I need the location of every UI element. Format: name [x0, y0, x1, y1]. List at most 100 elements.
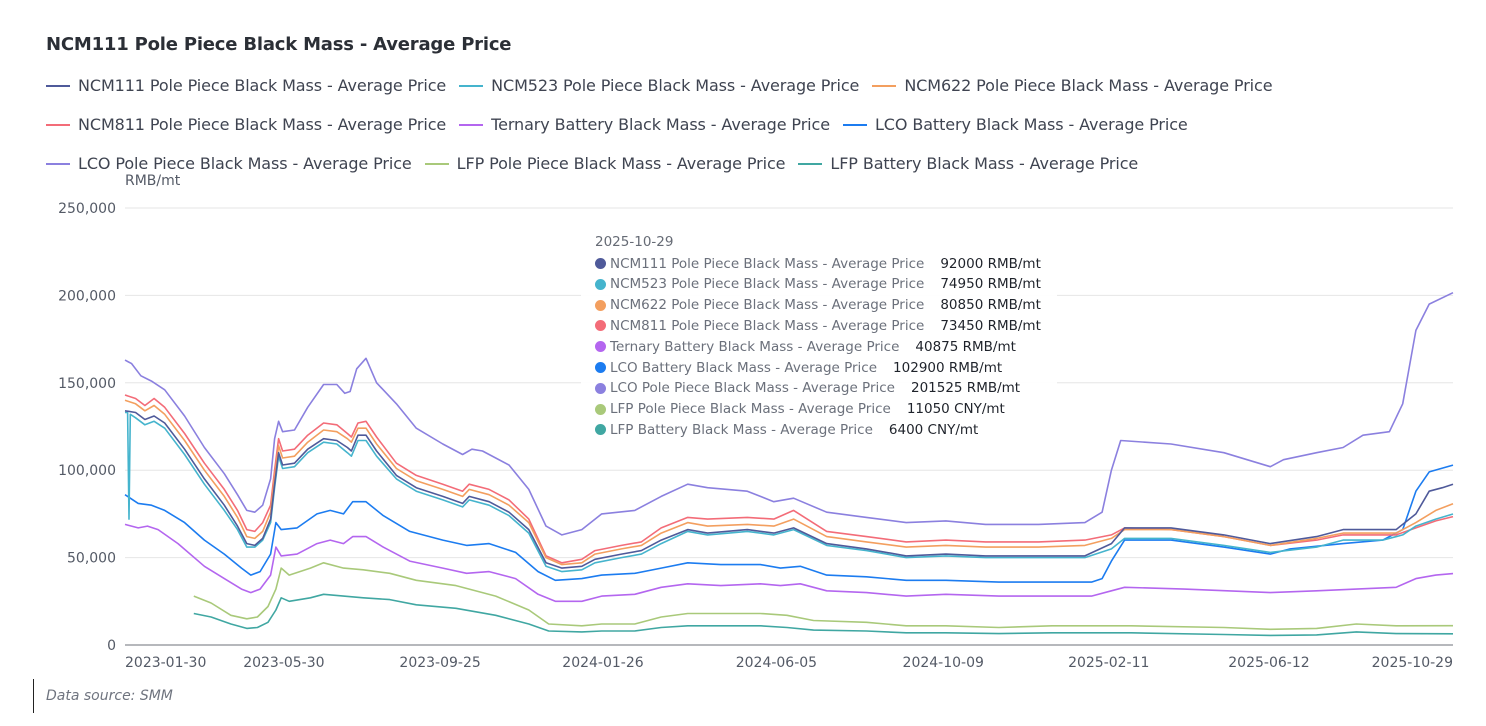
legend-label: LCO Pole Piece Black Mass - Average Pric…	[78, 154, 412, 173]
tooltip-series-value: 74950 RMB/mt	[940, 276, 1041, 293]
series-line-8[interactable]	[193, 593, 1454, 637]
tooltip-series-name: LFP Battery Black Mass - Average Price	[610, 421, 873, 438]
tooltip-series-value: 40875 RMB/mt	[915, 338, 1016, 355]
legend-line-icon	[424, 162, 449, 165]
tooltip-date: 2025-10-29	[595, 234, 674, 250]
divider	[33, 679, 34, 713]
legend-item-ternary-battery[interactable]: Ternary Battery Black Mass - Average Pri…	[459, 115, 830, 134]
legend-line-icon	[872, 84, 897, 87]
legend-label: LFP Pole Piece Black Mass - Average Pric…	[456, 154, 786, 173]
x-tick-label: 2024-01-26	[562, 655, 643, 671]
tooltip-row: LFP Pole Piece Black Mass - Average Pric…	[595, 399, 1005, 420]
legend-item-lfp-battery[interactable]: LFP Battery Black Mass - Average Price	[798, 154, 1138, 173]
data-source-label: Data source: SMM	[46, 688, 173, 704]
tooltip-series-name: NCM111 Pole Piece Black Mass - Average P…	[610, 255, 925, 272]
legend-item-ncm811[interactable]: NCM811 Pole Piece Black Mass - Average P…	[46, 115, 446, 134]
legend-label: NCM811 Pole Piece Black Mass - Average P…	[78, 115, 447, 134]
tooltip-series-value: 92000 RMB/mt	[940, 255, 1041, 272]
tooltip-row: Ternary Battery Black Mass - Average Pri…	[595, 336, 1016, 357]
y-tick-label: 100,000	[58, 463, 116, 479]
x-tick-label: 2025-10-29	[1372, 655, 1453, 671]
series-line-4[interactable]	[124, 523, 1454, 603]
x-tick-label: 2023-05-30	[243, 655, 324, 671]
x-tick-label: 2023-01-30	[125, 655, 206, 671]
legend-row: NCM111 Pole Piece Black Mass - Average P…	[46, 66, 1346, 105]
tooltip-row: LCO Battery Black Mass - Average Price 10…	[595, 357, 1002, 378]
tooltip-series-value: 6400 CNY/mt	[888, 421, 979, 438]
series-line-6[interactable]	[124, 291, 1454, 536]
tooltip-series-name: LCO Pole Piece Black Mass - Average Pric…	[610, 380, 895, 397]
legend-item-lco-battery[interactable]: LCO Battery Black Mass - Average Price	[842, 115, 1188, 134]
legend-line-icon	[46, 123, 70, 126]
tooltip-series-name: Ternary Battery Black Mass - Average Pri…	[610, 338, 900, 355]
tooltip-row: NCM811 Pole Piece Black Mass - Average P…	[595, 315, 1041, 336]
x-tick-label: 2024-06-05	[736, 655, 817, 671]
tooltip-series-value: 201525 RMB/mt	[910, 380, 1021, 397]
tooltip-series-name: NCM811 Pole Piece Black Mass - Average P…	[610, 317, 925, 334]
y-tick-label: 50,000	[67, 551, 116, 567]
tooltip-series-name: LFP Pole Piece Black Mass - Average Pric…	[610, 401, 891, 418]
series-dot-icon	[595, 362, 606, 373]
series-dot-icon	[595, 320, 606, 332]
tooltip-row: LCO Pole Piece Black Mass - Average Pric…	[595, 378, 1020, 399]
legend-label: Ternary Battery Black Mass - Average Pri…	[491, 115, 830, 134]
legend-label: LFP Battery Black Mass - Average Price	[830, 154, 1139, 173]
legend-item-lco-pole-piece[interactable]: LCO Pole Piece Black Mass - Average Pric…	[46, 154, 412, 173]
legend-item-ncm523[interactable]: NCM523 Pole Piece Black Mass - Average P…	[459, 76, 859, 95]
series-dot-icon	[595, 341, 606, 353]
y-tick-label: 150,000	[58, 376, 116, 392]
y-tick-label: 250,000	[58, 201, 116, 217]
y-axis-ticks: 0 50,000 100,000 150,000 200,000 250,000	[58, 201, 116, 654]
series-dot-icon	[595, 258, 606, 269]
series-lines	[124, 291, 1454, 637]
series-line-2[interactable]	[124, 399, 1454, 566]
tooltip-series-name: NCM622 Pole Piece Black Mass - Average P…	[610, 297, 925, 314]
x-tick-label: 2023-09-25	[399, 655, 480, 671]
y-axis-unit-label: RMB/mt	[125, 173, 181, 189]
series-line-1[interactable]	[125, 411, 1454, 573]
tooltip-series-value: 102900 RMB/mt	[893, 359, 1003, 376]
tooltip-row: NCM111 Pole Piece Black Mass - Average P…	[595, 253, 1041, 274]
legend-item-ncm111[interactable]: NCM111 Pole Piece Black Mass - Average P…	[46, 76, 446, 95]
legend-line-icon	[459, 84, 484, 87]
y-tick-label: 0	[107, 638, 116, 654]
series-dot-icon	[595, 299, 606, 311]
tooltip-series-value: 11050 CNY/mt	[906, 401, 1005, 418]
legend-item-lfp-pole-piece[interactable]: LFP Pole Piece Black Mass - Average Pric…	[424, 154, 786, 173]
series-line-3[interactable]	[124, 394, 1454, 564]
legend-line-icon	[798, 162, 823, 165]
legend-label: NCM523 Pole Piece Black Mass - Average P…	[491, 76, 860, 95]
tooltip-series-name: NCM523 Pole Piece Black Mass - Average P…	[610, 276, 925, 293]
tooltip-series-value: 80850 RMB/mt	[940, 297, 1041, 314]
legend-line-icon	[459, 123, 484, 126]
series-line-7[interactable]	[193, 561, 1454, 631]
legend-row: NCM811 Pole Piece Black Mass - Average P…	[46, 105, 1346, 144]
tooltip-series-value: 73450 RMB/mt	[940, 317, 1041, 334]
series-line-0[interactable]	[124, 410, 1454, 569]
series-dot-icon	[595, 403, 606, 415]
tooltip-row: LFP Battery Black Mass - Average Price 64…	[595, 419, 978, 440]
series-line-5[interactable]	[124, 464, 1454, 583]
series-dot-icon	[595, 382, 606, 394]
legend-label: NCM622 Pole Piece Black Mass - Average P…	[904, 76, 1273, 95]
x-tick-label: 2025-06-12	[1228, 655, 1309, 671]
tooltip: 2025-10-29 NCM111 Pole Piece Black Mass …	[581, 228, 1057, 454]
series-dot-icon	[595, 278, 606, 290]
legend-line-icon	[842, 123, 867, 126]
legend-label: LCO Battery Black Mass - Average Price	[874, 115, 1188, 134]
x-tick-label: 2025-02-11	[1068, 655, 1149, 671]
legend-label: NCM111 Pole Piece Black Mass - Average P…	[78, 76, 447, 95]
chart-title: NCM111 Pole Piece Black Mass - Average P…	[46, 34, 512, 55]
series-dot-icon	[595, 424, 606, 436]
legend-line-icon	[46, 84, 70, 87]
tooltip-row: NCM622 Pole Piece Black Mass - Average P…	[595, 295, 1041, 316]
legend-row: LCO Pole Piece Black Mass - Average Pric…	[46, 144, 1346, 183]
legend-item-ncm622[interactable]: NCM622 Pole Piece Black Mass - Average P…	[872, 76, 1273, 95]
legend-line-icon	[46, 162, 70, 165]
y-tick-label: 200,000	[58, 288, 116, 304]
legend: NCM111 Pole Piece Black Mass - Average P…	[46, 66, 1346, 183]
x-axis-ticks: 2023-01-30 2023-05-30 2023-09-25 2024-01-26…	[125, 655, 1453, 671]
tooltip-series-name: LCO Battery Black Mass - Average Price	[610, 359, 878, 376]
tooltip-row: NCM523 Pole Piece Black Mass - Average P…	[595, 274, 1041, 295]
